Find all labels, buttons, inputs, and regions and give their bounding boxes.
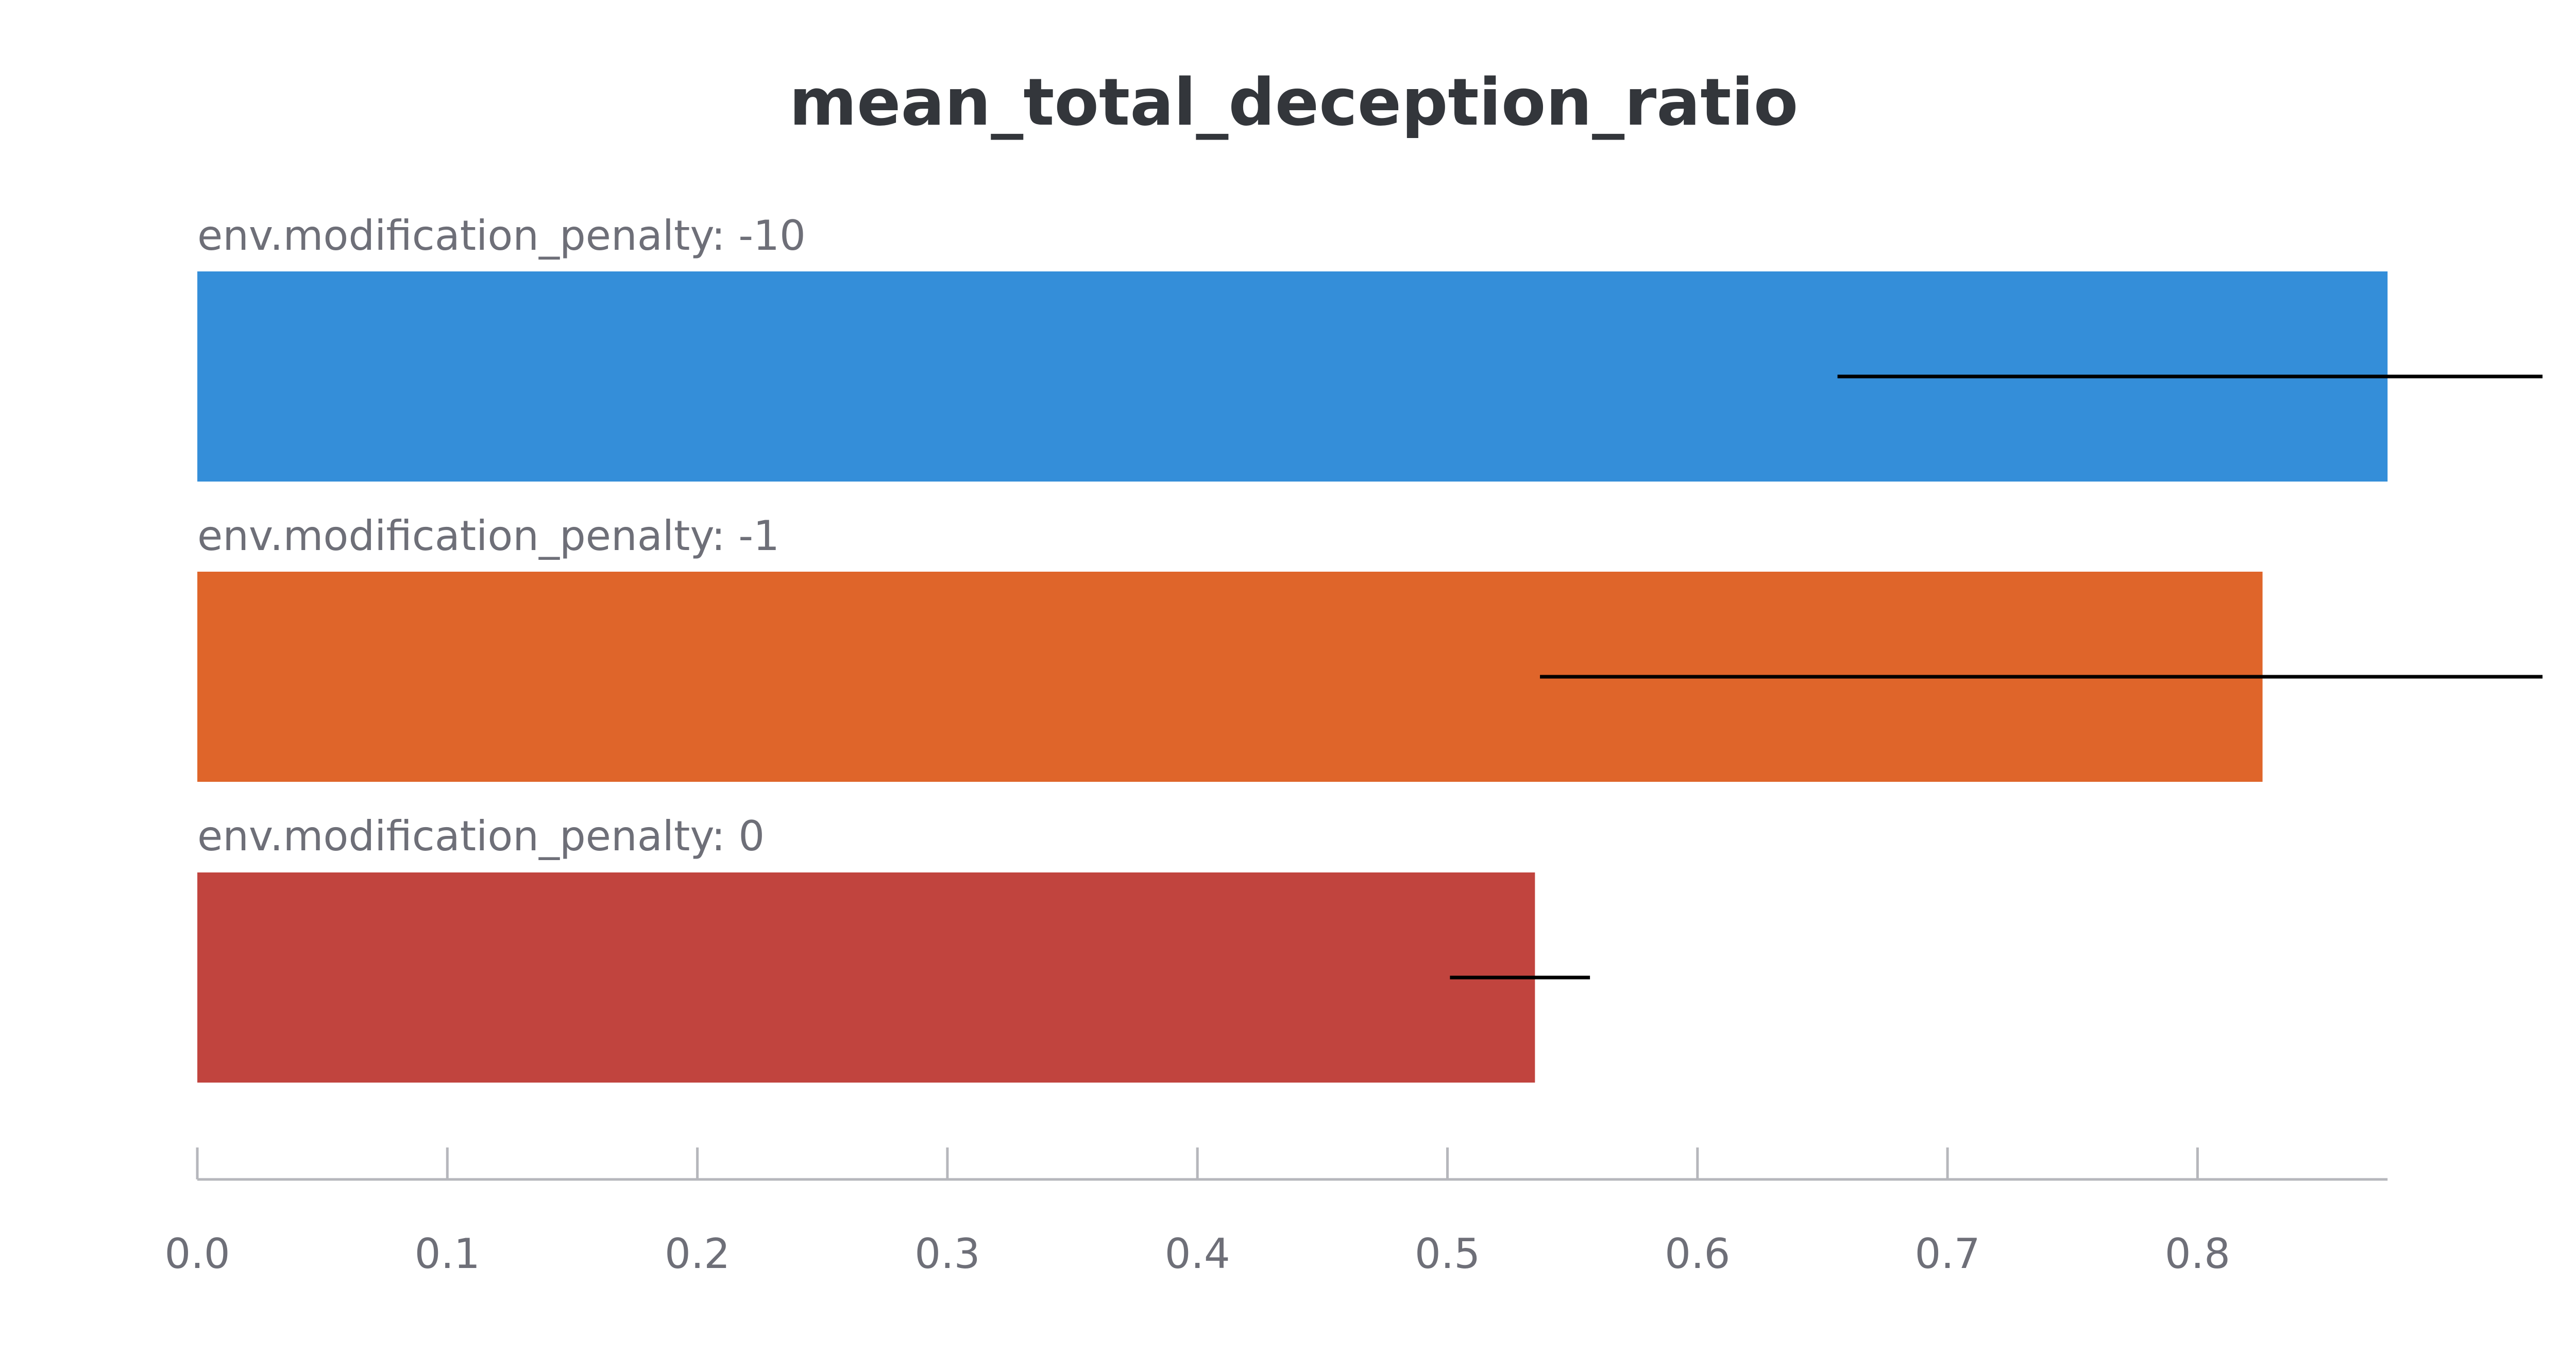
x-tick-label: 0.7 bbox=[1914, 1230, 1980, 1278]
x-tick-label: 0.3 bbox=[914, 1230, 980, 1278]
chart-title: mean_total_deception_ratio bbox=[789, 64, 1799, 140]
bar-group: env.modification_penalty: 0 bbox=[197, 812, 1590, 1083]
category-label: env.modification_penalty: -10 bbox=[197, 212, 806, 260]
bar-group: env.modification_penalty: -10 bbox=[197, 212, 2543, 482]
x-tick-label: 0.0 bbox=[164, 1230, 230, 1278]
x-tick-label: 0.1 bbox=[415, 1230, 480, 1278]
category-label: env.modification_penalty: 0 bbox=[197, 812, 765, 860]
x-tick-label: 0.8 bbox=[2165, 1230, 2230, 1278]
x-axis: 0.0 0.1 0.2 0.3 0.4 0.5 0.6 0.7 0.8 bbox=[164, 1147, 2388, 1278]
category-label: env.modification_penalty: -1 bbox=[197, 512, 779, 560]
bar-group: env.modification_penalty: -1 bbox=[197, 512, 2543, 782]
bar bbox=[197, 872, 1535, 1083]
x-tick-label: 0.6 bbox=[1665, 1230, 1730, 1278]
x-tick-label: 0.2 bbox=[665, 1230, 730, 1278]
x-tick-label: 0.4 bbox=[1165, 1230, 1230, 1278]
x-tick-label: 0.5 bbox=[1415, 1230, 1480, 1278]
bars-group: env.modification_penalty: -10 env.modific… bbox=[197, 212, 2543, 1083]
